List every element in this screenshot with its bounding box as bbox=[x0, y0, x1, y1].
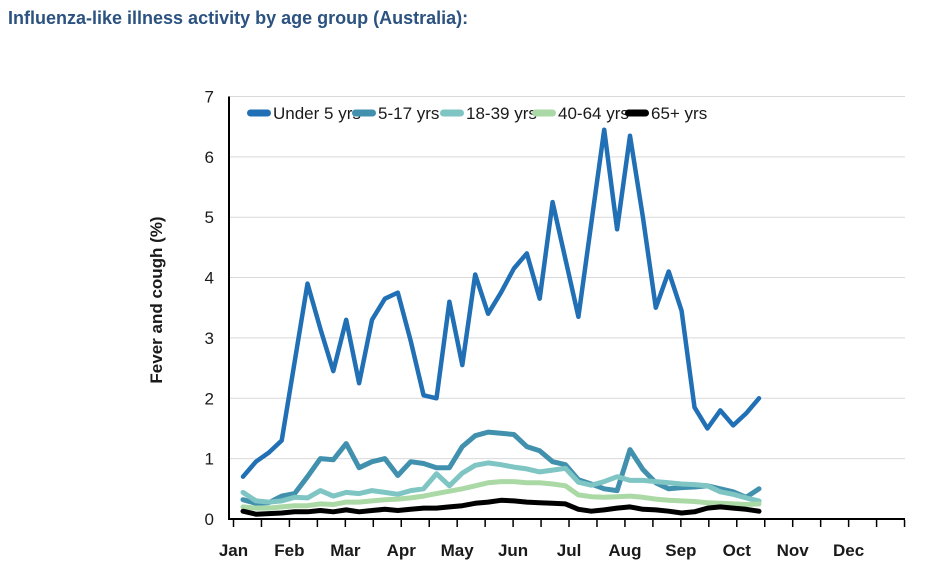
x-tick-label-nov: Nov bbox=[777, 541, 810, 560]
y-tick-label-7: 7 bbox=[205, 87, 214, 106]
legend-swatch-18-39-yrs bbox=[440, 109, 464, 117]
series-line-5-17-yrs bbox=[240, 429, 762, 506]
x-tick-label-feb: Feb bbox=[274, 541, 304, 560]
legend-label-18-39-yrs: 18-39 yrs bbox=[466, 104, 537, 123]
legend-swatch-40-64-yrs bbox=[532, 109, 556, 117]
x-tick-label-jul: Jul bbox=[557, 541, 582, 560]
y-tick-label-2: 2 bbox=[205, 389, 214, 408]
legend-label-40-64-yrs: 40-64 yrs bbox=[558, 104, 629, 123]
y-tick-label-3: 3 bbox=[205, 329, 214, 348]
chart-title: Influenza-like illness activity by age g… bbox=[8, 8, 469, 28]
y-axis-title: Fever and cough (%) bbox=[147, 216, 166, 383]
series-line-18-39-yrs bbox=[240, 460, 762, 505]
legend-label-65-yrs: 65+ yrs bbox=[651, 104, 707, 123]
legend-swatch-5-17-yrs bbox=[352, 109, 376, 117]
legend-swatch-under-5-yrs bbox=[247, 109, 271, 117]
x-tick-label-jun: Jun bbox=[498, 541, 528, 560]
x-tick-label-aug: Aug bbox=[608, 541, 641, 560]
legend-swatch-65-yrs bbox=[625, 109, 649, 117]
series-line-40-64-yrs bbox=[240, 479, 762, 511]
legend-label-5-17-yrs: 5-17 yrs bbox=[378, 104, 439, 123]
x-tick-label-dec: Dec bbox=[833, 541, 864, 560]
y-tick-label-1: 1 bbox=[205, 450, 214, 469]
x-tick-label-may: May bbox=[441, 541, 475, 560]
series-line-65-yrs bbox=[240, 497, 762, 517]
y-tick-label-0: 0 bbox=[205, 510, 214, 529]
y-tick-label-4: 4 bbox=[205, 269, 214, 288]
series-line-under-5-yrs bbox=[240, 127, 762, 479]
x-tick-label-apr: Apr bbox=[387, 541, 417, 560]
x-tick-label-mar: Mar bbox=[330, 541, 361, 560]
y-tick-label-5: 5 bbox=[205, 208, 214, 227]
x-tick-label-oct: Oct bbox=[723, 541, 752, 560]
y-tick-label-6: 6 bbox=[205, 148, 214, 167]
x-tick-label-sep: Sep bbox=[665, 541, 696, 560]
x-tick-label-jan: Jan bbox=[219, 541, 248, 560]
legend-label-under-5-yrs: Under 5 yrs bbox=[273, 104, 361, 123]
